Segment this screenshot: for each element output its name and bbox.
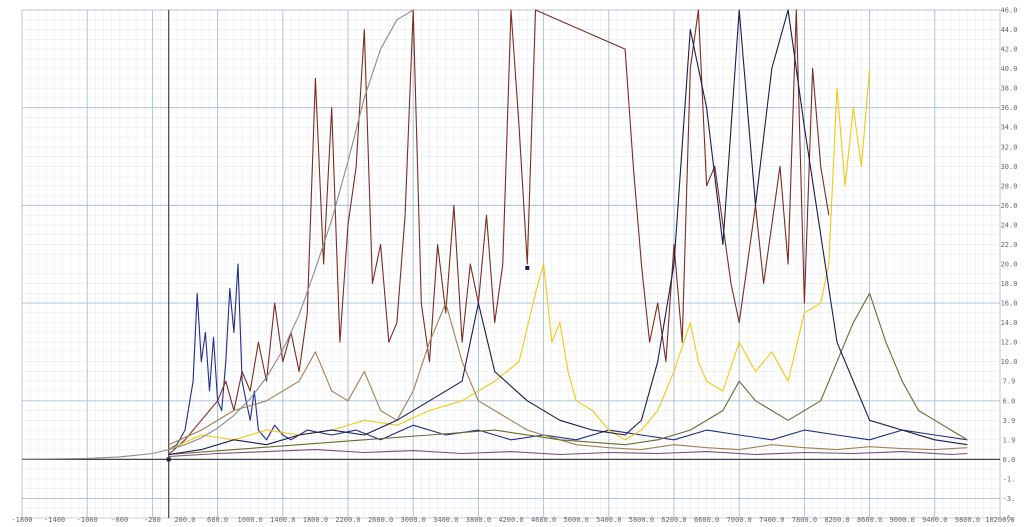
y-tick-label: 40.0 (1001, 65, 1018, 73)
series-line-7 (168, 449, 968, 458)
x-tick-label: 5800.0 (629, 516, 654, 524)
series-line-4 (168, 302, 968, 451)
x-tick-label: 1400.0 (270, 516, 295, 524)
x-tick-label: 600.0 (207, 516, 228, 524)
y-tick-label: 30.0 (1001, 163, 1018, 171)
x-tick-label: 7800.0 (792, 516, 817, 524)
series-line-8 (21, 9, 414, 460)
y-tick-label: 6.0 (1003, 397, 1016, 405)
series-line-6 (168, 9, 968, 456)
x-tick-label: 3800.0 (466, 516, 491, 524)
y-tick-label: 18.0 (1001, 280, 1018, 288)
series-line-3 (168, 68, 871, 451)
x-tick-label: 1000.0 (238, 516, 263, 524)
y-tick-label: 44.0 (1001, 26, 1018, 34)
x-tick-label: 2600.0 (368, 516, 393, 524)
y-tick-label: 38.0 (1001, 85, 1018, 93)
x-tick-label: 7000.0 (727, 516, 752, 524)
y-tick-label: 26.0 (1001, 202, 1018, 210)
x-tick-label: -600 (111, 516, 128, 524)
y-tick-label: 3.9 (1003, 417, 1016, 425)
series-line-5 (168, 292, 968, 456)
x-tick-label: 9000.0 (890, 516, 915, 524)
x-tick-label: 200.0 (174, 516, 195, 524)
x-tick-label: 10200.0 (985, 516, 1015, 524)
y-tick-label: 24.0 (1001, 221, 1018, 229)
y-tick-label: 1.9 (1003, 436, 1016, 444)
x-tick-label: 6200.0 (661, 516, 686, 524)
data-point-2 (166, 457, 171, 462)
series-line-2 (168, 9, 830, 455)
y-tick-label: -1. (1003, 475, 1016, 483)
y-tick-label: 20.0 (1001, 261, 1018, 269)
x-tick-label: -1800 (11, 516, 32, 524)
x-tick-label: 8600.0 (857, 516, 882, 524)
x-tick-labels: -1800 -1400 -1000 -600 -200 200.0 600.0 1000.0 1… (11, 516, 1014, 524)
x-tick-label: -1000 (77, 516, 98, 524)
x-tick-label: 7400.0 (759, 516, 784, 524)
y-tick-label: 46.0 (1001, 7, 1018, 15)
x-tick-label: -1400 (44, 516, 65, 524)
x-tick-label: 5000.0 (564, 516, 589, 524)
y-tick-label: 16.0 (1001, 300, 1018, 308)
y-tick-label: 0.0 (1003, 456, 1016, 464)
data-series (21, 9, 968, 460)
x-tick-label: -200 (144, 516, 161, 524)
y-tick-label: 28.0 (1001, 182, 1018, 190)
x-tick-label: 9400.0 (922, 516, 947, 524)
data-points (166, 265, 530, 462)
y-tick-label: 14.0 (1001, 319, 1018, 327)
x-tick-label: 3000.0 (401, 516, 426, 524)
y-tick-label: -3. (1003, 495, 1016, 503)
x-tick-label: 4600.0 (531, 516, 556, 524)
series-line-1 (168, 263, 968, 451)
y-tick-label: 22.0 (1001, 241, 1018, 249)
x-tick-label: 9800.0 (955, 516, 980, 524)
y-tick-label: 7.9 (1003, 378, 1016, 386)
x-tick-label: 1800.0 (303, 516, 328, 524)
y-tick-label: 32.0 (1001, 143, 1018, 151)
y-tick-label: 10.0 (1001, 358, 1018, 366)
x-tick-label: 8200.0 (824, 516, 849, 524)
y-tick-label: 12.0 (1001, 339, 1018, 347)
y-tick-label: 34.0 (1001, 124, 1018, 132)
y-tick-label: -6. (1003, 515, 1016, 523)
y-tick-labels: -6. -3. -1. 0.0 1.9 3.9 6.0 7.9 10.0 12.0 14.0 16.0… (1001, 7, 1018, 523)
x-tick-label: 2200.0 (335, 516, 360, 524)
x-tick-label: 5400.0 (596, 516, 621, 524)
x-tick-label: 6600.0 (694, 516, 719, 524)
x-tick-label: 3400.0 (433, 516, 458, 524)
x-tick-label: 4200.0 (498, 516, 523, 524)
y-tick-label: 36.0 (1001, 104, 1018, 112)
y-tick-label: 42.0 (1001, 46, 1018, 54)
data-point-1 (525, 265, 530, 270)
